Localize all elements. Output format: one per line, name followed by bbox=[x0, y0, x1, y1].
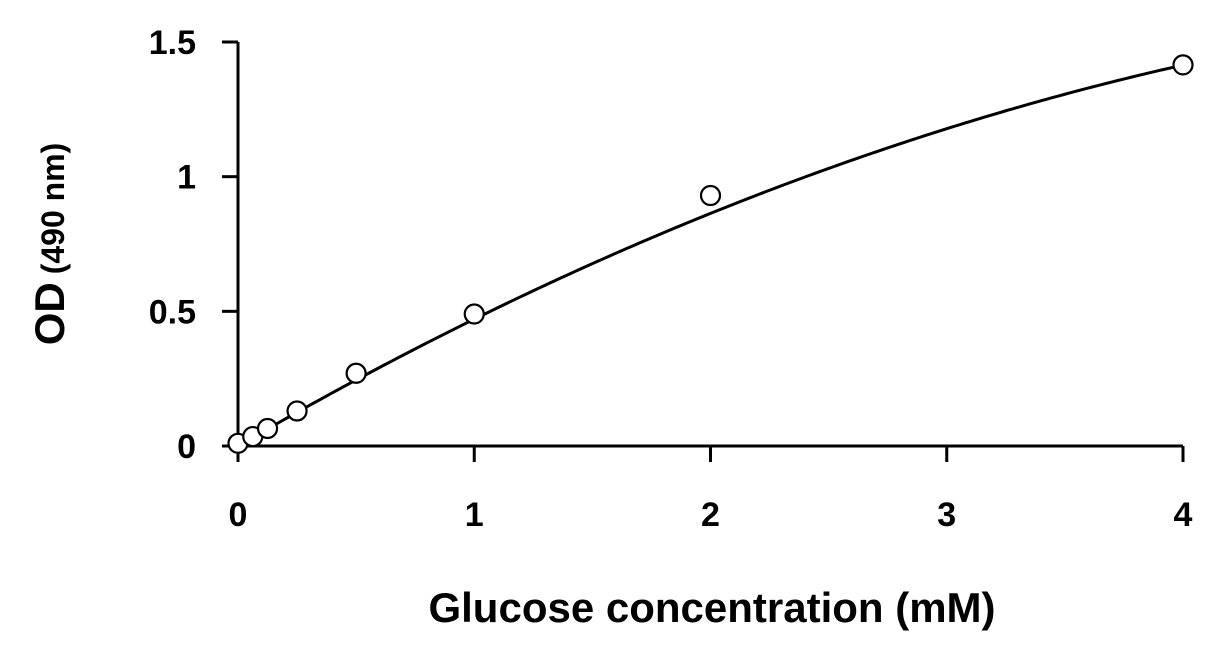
data-point bbox=[345, 362, 367, 384]
x-tick-label: 0 bbox=[229, 496, 248, 534]
data-point bbox=[1172, 54, 1194, 76]
y-tick-label: 0 bbox=[177, 428, 196, 466]
y-axis-title: OD (490 nm) bbox=[26, 143, 73, 346]
x-tick-label: 4 bbox=[1174, 496, 1193, 534]
fit-curve bbox=[237, 63, 1184, 448]
y-axis-title-main: OD bbox=[26, 282, 73, 345]
x-tick-label: 3 bbox=[937, 496, 956, 534]
x-axis-title: Glucose concentration (mM) bbox=[428, 584, 995, 631]
x-ticks: 0 1 2 3 4 bbox=[229, 446, 1193, 534]
y-tick-label: 0.5 bbox=[149, 293, 196, 331]
data-point bbox=[286, 400, 308, 422]
y-axis-title-unit: (490 nm) bbox=[35, 143, 71, 275]
fit-curve-layer bbox=[237, 63, 1184, 448]
x-tick-label: 1 bbox=[465, 496, 484, 534]
data-point bbox=[463, 303, 485, 325]
y-tick-label: 1.5 bbox=[149, 24, 196, 62]
y-tick-label: 1 bbox=[177, 159, 196, 197]
data-points bbox=[227, 54, 1194, 454]
data-point bbox=[699, 184, 722, 207]
x-tick-label: 2 bbox=[701, 496, 720, 534]
axes bbox=[236, 42, 1183, 448]
data-point bbox=[256, 417, 279, 440]
y-ticks: 0 0.5 1 1.5 bbox=[149, 24, 238, 466]
